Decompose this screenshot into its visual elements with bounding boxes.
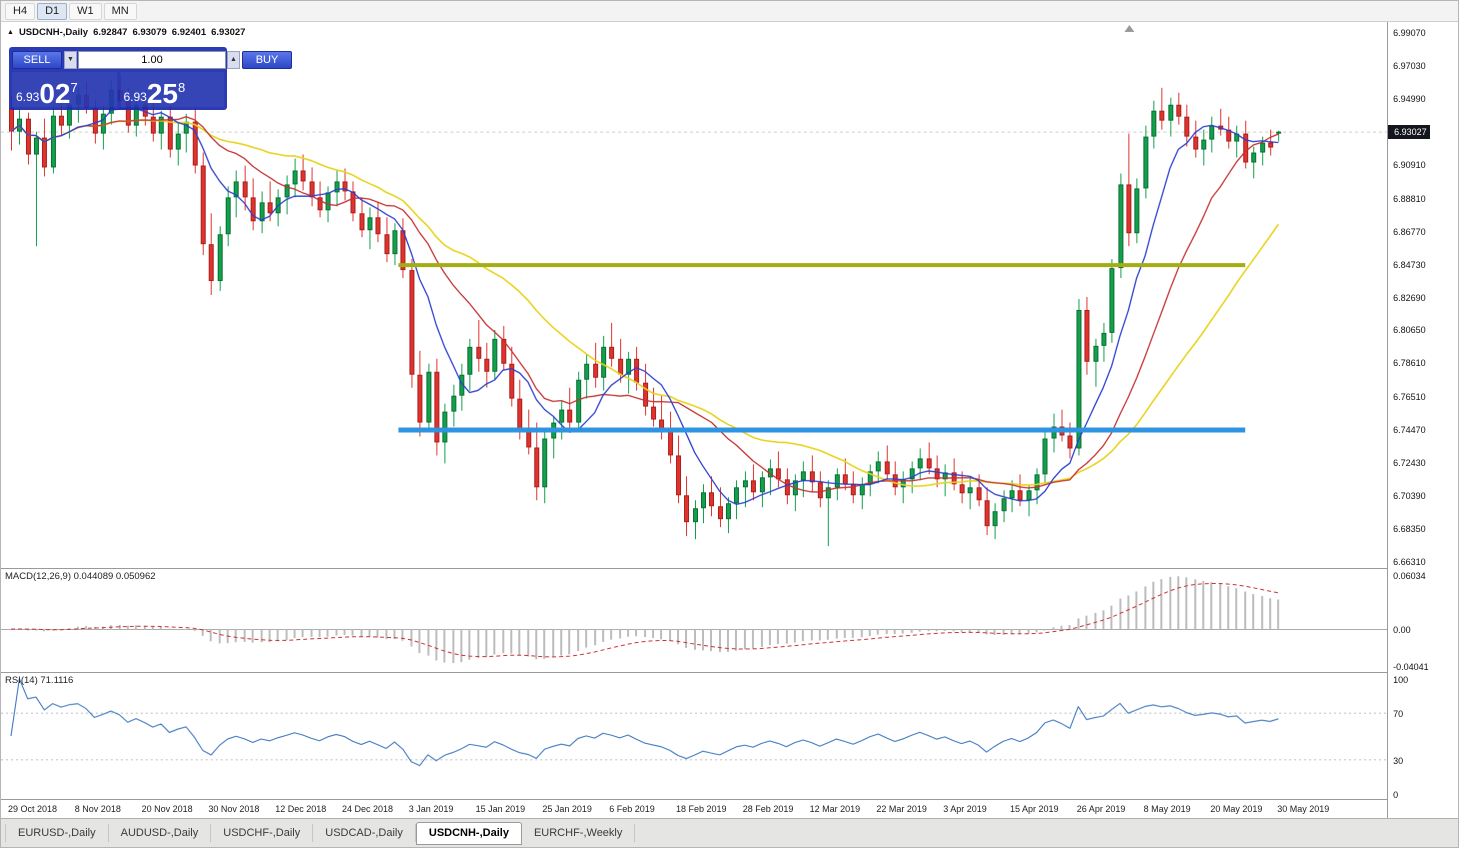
buy-button[interactable]: BUY [242, 50, 292, 69]
time-axis-label: 30 Nov 2018 [208, 804, 260, 815]
ohlc-low: 6.92401 [171, 27, 207, 38]
price-scale-label: 6.66310 [1393, 557, 1426, 568]
time-axis-label: 18 Feb 2019 [676, 804, 727, 815]
bid-prefix: 6.93 [16, 90, 40, 104]
price-scale-label: 6.86770 [1393, 226, 1426, 237]
time-axis-label: 29 Oct 2018 [8, 804, 58, 815]
price-scale-label: 6.84730 [1393, 259, 1426, 270]
volume-input[interactable] [78, 50, 226, 69]
time-axis-label: 24 Dec 2018 [342, 804, 394, 815]
ohlc-open: 6.92847 [93, 27, 128, 38]
volume-increase-icon[interactable]: ▲ [227, 50, 240, 69]
price-scale-label: 6.97030 [1393, 60, 1426, 71]
time-axis[interactable]: 29 Oct 2018 8 Nov 2018 20 Nov 2018 30 Nov 2… [1, 799, 1388, 818]
price-scale-label: 6.82690 [1393, 292, 1426, 303]
time-axis-label: 3 Apr 2019 [943, 804, 987, 815]
plot-column: ▲ USDCNH-,Daily 6.92847 6.93079 6.92401 … [1, 22, 1388, 818]
price-scale-label: 6.78610 [1393, 358, 1426, 369]
bid-price-display[interactable]: 6.93 02 7 [12, 72, 117, 110]
ohlc-high: 6.93079 [132, 27, 167, 38]
price-scale-label: 6.94990 [1393, 93, 1426, 104]
macd-scale-label: 0.06034 [1393, 570, 1426, 581]
main-chart-pane: ▲ USDCNH-,Daily 6.92847 6.93079 6.92401 … [1, 22, 1388, 568]
chart-tab-eurchf-weekly[interactable]: EURCHF-,Weekly [522, 824, 636, 842]
timeframe-button-h4[interactable]: H4 [5, 2, 36, 20]
chart-region: ▲ USDCNH-,Daily 6.92847 6.93079 6.92401 … [1, 22, 1458, 818]
time-axis-label: 28 Feb 2019 [742, 804, 794, 815]
timeframe-button-d1[interactable]: D1 [37, 2, 68, 20]
time-axis-label: 20 Nov 2018 [141, 804, 193, 815]
time-axis-label: 30 May 2019 [1277, 804, 1330, 815]
macd-scale-label: -0.04041 [1393, 661, 1429, 672]
timeframe-button-w1[interactable]: W1 [69, 2, 102, 20]
rsi-label: RSI(14) 71.1116 [5, 674, 74, 686]
macd-scale-label: 0.00 [1393, 625, 1411, 636]
macd-pane: MACD(12,26,9) 0.044089 0.050962 [1, 568, 1388, 672]
ask-sup-digit: 8 [178, 80, 186, 95]
ask-big-digits: 25 [146, 78, 179, 110]
bid-big-digits: 02 [39, 78, 71, 110]
chart-tab-eurusd-daily[interactable]: EURUSD-,Daily [5, 824, 109, 842]
price-scale-label: 6.88810 [1393, 193, 1426, 204]
time-axis-label: 6 Feb 2019 [609, 804, 655, 815]
volume-decrease-icon[interactable]: ▼ [64, 50, 77, 69]
collapse-arrow-icon[interactable]: ▲ [7, 29, 14, 36]
rsi-scale-label: 30 [1393, 755, 1404, 766]
price-scale-label: 6.80650 [1393, 325, 1426, 336]
one-click-trading-panel: SELL ▼ ▲ BUY 6.93 02 7 [9, 47, 292, 110]
price-scale-label: 6.76510 [1393, 392, 1426, 403]
main-chart-canvas[interactable] [1, 22, 1388, 568]
ohlc-close: 6.93027 [211, 27, 246, 38]
volume-control: ▼ ▲ [64, 50, 240, 69]
time-axis-label: 12 Mar 2019 [809, 804, 861, 815]
price-scale-label: 6.68350 [1393, 524, 1426, 535]
rsi-scale-label: 70 [1393, 709, 1404, 720]
rsi-scale-label: 0 [1393, 790, 1399, 801]
price-scale-label: 6.99070 [1393, 27, 1426, 38]
chart-tab-usdchf-daily[interactable]: USDCHF-,Daily [211, 824, 314, 842]
symbol-name: USDCNH-,Daily [18, 27, 89, 38]
time-axis-label: 12 Dec 2018 [275, 804, 327, 815]
rsi-scale-label: 100 [1393, 674, 1409, 685]
price-scale-label: 6.70390 [1393, 491, 1426, 502]
rsi-canvas[interactable] [1, 672, 1388, 800]
bid-sup-digit: 7 [70, 80, 78, 95]
current-price-tag: 6.93027 [1388, 124, 1430, 139]
time-axis-label: 22 Mar 2019 [876, 804, 927, 815]
time-axis-label: 26 Apr 2019 [1076, 804, 1126, 815]
chart-tab-usdcad-daily[interactable]: USDCAD-,Daily [313, 824, 416, 842]
sell-button[interactable]: SELL [12, 50, 62, 69]
rsi-pane: RSI(14) 71.1116 [1, 672, 1388, 800]
price-scale-label: 6.90910 [1393, 159, 1426, 170]
pane-splitter[interactable] [1, 671, 1388, 673]
chart-tabs: EURUSD-,Daily AUDUSD-,Daily USDCHF-,Daily U… [1, 818, 1458, 847]
time-axis-label: 20 May 2019 [1210, 804, 1263, 815]
price-scale[interactable]: 6.99070 6.97030 6.94990 6.90910 6.88810 6.867… [1387, 22, 1458, 818]
time-axis-label: 15 Jan 2019 [475, 804, 526, 815]
time-axis-label: 25 Jan 2019 [542, 804, 592, 815]
price-scale-label: 6.72430 [1393, 458, 1426, 469]
chart-tab-usdcnh-daily[interactable]: USDCNH-,Daily [415, 821, 522, 845]
timeframe-toolbar: H4 D1 W1 MN [1, 1, 1458, 22]
time-axis-label: 8 Nov 2018 [74, 804, 121, 815]
price-scale-label: 6.74470 [1393, 425, 1426, 436]
time-axis-label: 15 Apr 2019 [1010, 804, 1059, 815]
time-axis-label: 3 Jan 2019 [408, 804, 454, 815]
pane-splitter[interactable] [1, 567, 1388, 569]
macd-canvas[interactable] [1, 568, 1388, 672]
symbol-ohlc-label: ▲ USDCNH-,Daily 6.92847 6.93079 6.92401 … [7, 27, 245, 38]
ask-price-display[interactable]: 6.93 25 8 [119, 72, 224, 110]
timeframe-button-mn[interactable]: MN [103, 2, 137, 20]
macd-label: MACD(12,26,9) 0.044089 0.050962 [5, 570, 156, 582]
chart-tab-audusd-daily[interactable]: AUDUSD-,Daily [109, 824, 212, 842]
ask-prefix: 6.93 [123, 90, 147, 104]
time-axis-label: 8 May 2019 [1143, 804, 1191, 815]
